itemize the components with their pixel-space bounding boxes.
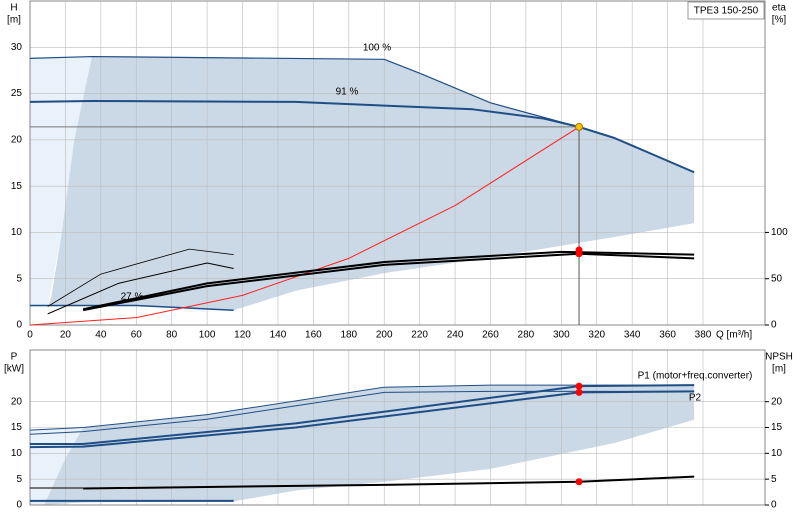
y-tick-label: 20 <box>11 134 23 145</box>
x-tick-label: 100 <box>199 330 216 341</box>
curve <box>30 304 234 311</box>
y2-axis-unit: [%] <box>772 15 787 26</box>
x-tick-label: 240 <box>447 330 464 341</box>
y-tick-label: 0 <box>16 320 22 331</box>
curve <box>29 99 695 174</box>
curve-label: 91 % <box>336 87 359 98</box>
x-tick-label: 300 <box>553 330 570 341</box>
curve <box>83 475 695 490</box>
curve <box>29 126 580 326</box>
y2-tick-label: 5 <box>771 474 777 485</box>
y-tick-label: 10 <box>11 448 23 459</box>
y-axis-unit: [m] <box>7 15 21 26</box>
x-tick-label: 360 <box>659 330 676 341</box>
y-tick-label: 5 <box>16 273 22 284</box>
point-marker <box>575 388 583 396</box>
operating-area <box>47 56 695 311</box>
x-tick-label: 60 <box>131 330 143 341</box>
y-axis-label: P <box>11 352 18 363</box>
x-tick-label: 180 <box>340 330 357 341</box>
curve <box>82 250 695 311</box>
y2-axis-label: eta <box>772 3 786 14</box>
y-tick-label: 25 <box>11 88 23 99</box>
curve-label: P2 <box>689 393 702 404</box>
x-tick-label: 20 <box>60 330 72 341</box>
y2-tick-label: 20 <box>771 396 783 407</box>
y2-axis-unit: [m] <box>772 364 786 375</box>
title-box <box>687 1 765 20</box>
x-tick-label: 160 <box>305 330 322 341</box>
y2-tick-label: 0 <box>771 320 777 331</box>
point-marker <box>575 382 583 390</box>
y2-tick-label: 0 <box>771 500 777 511</box>
y2-tick-label: 100 <box>771 227 788 238</box>
x-tick-label: 80 <box>166 330 178 341</box>
x-tick-label: 380 <box>695 330 712 341</box>
x-tick-label: 0 <box>27 330 33 341</box>
curve <box>29 390 695 435</box>
x-axis-label: Q [m³/h] <box>716 330 752 341</box>
y-axis-label: H <box>10 3 17 14</box>
x-tick-label: 140 <box>270 330 287 341</box>
curve <box>29 390 695 449</box>
point-marker <box>575 478 583 486</box>
y-tick-label: 20 <box>11 396 23 407</box>
curve <box>47 262 234 315</box>
x-tick-label: 220 <box>411 330 428 341</box>
x-tick-label: 120 <box>234 330 251 341</box>
y-tick-label: 10 <box>11 227 23 238</box>
point-marker <box>575 122 584 131</box>
x-tick-label: 260 <box>482 330 499 341</box>
curve <box>29 384 695 431</box>
y-tick-label: 15 <box>11 181 23 192</box>
y2-tick-label: 15 <box>771 422 783 433</box>
y2-tick-label: 10 <box>771 448 783 459</box>
operating-area <box>30 56 92 307</box>
curve <box>30 384 695 446</box>
chart-title: TPE3 150-250 <box>694 6 759 17</box>
x-tick-label: 340 <box>624 330 641 341</box>
x-tick-label: 320 <box>588 330 605 341</box>
y2-tick-label: 50 <box>771 273 783 284</box>
plot-frame <box>29 0 766 326</box>
point-marker <box>575 250 583 258</box>
y2-axis-label: NPSH <box>765 352 793 363</box>
curve <box>82 252 695 312</box>
curve-label: P1 (motor+freq.converter) <box>638 371 753 382</box>
x-tick-label: 200 <box>376 330 393 341</box>
x-tick-label: 40 <box>95 330 107 341</box>
y-tick-label: 0 <box>16 500 22 511</box>
curve-label: 27 % <box>121 292 144 303</box>
y-tick-label: 30 <box>11 42 23 53</box>
x-tick-label: 280 <box>518 330 535 341</box>
y-tick-label: 5 <box>16 474 22 485</box>
y-tick-label: 15 <box>11 422 23 433</box>
y-axis-unit: [kW] <box>4 364 24 375</box>
curve <box>47 248 234 307</box>
curve-label: 100 % <box>363 43 391 54</box>
